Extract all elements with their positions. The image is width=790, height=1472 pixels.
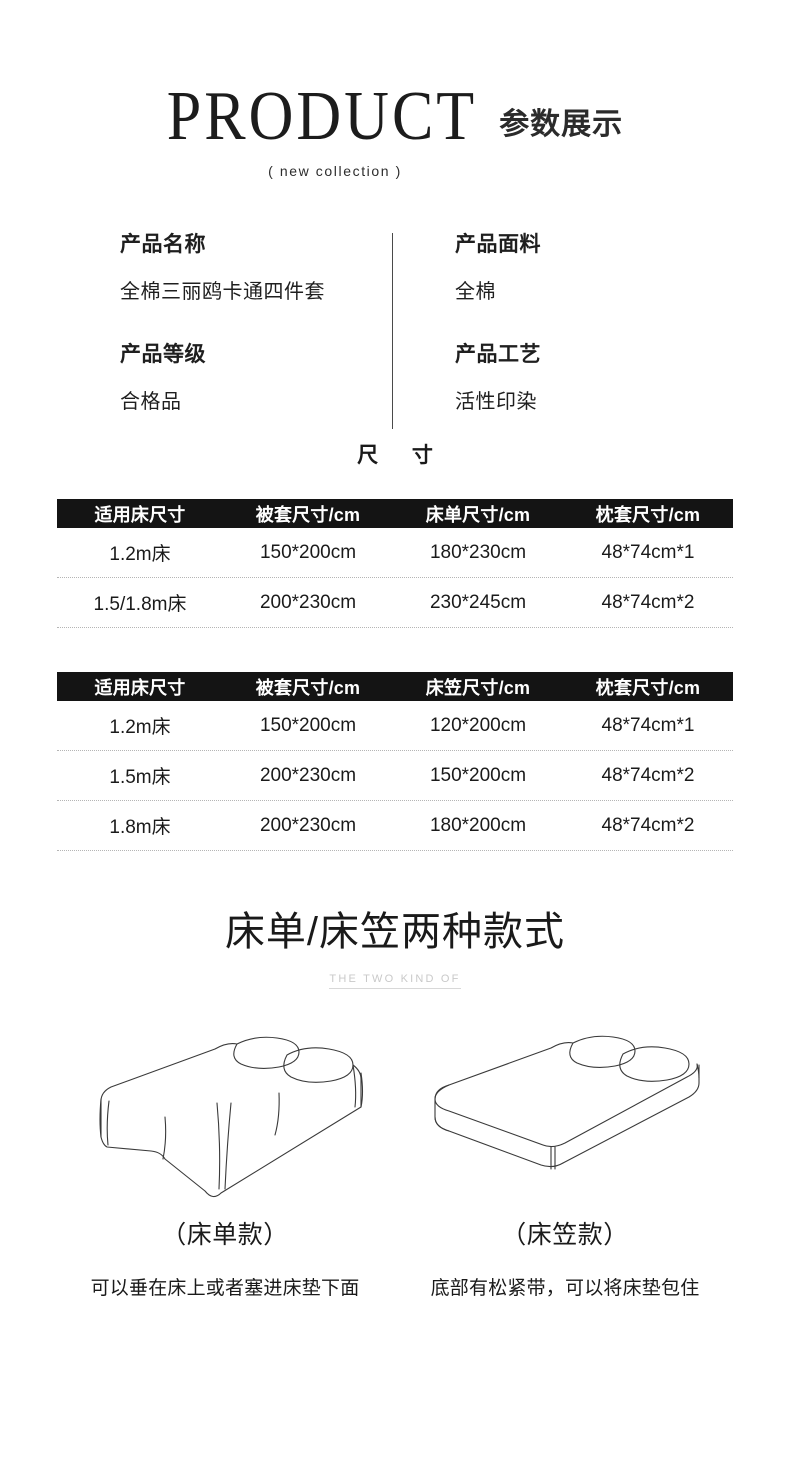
cell-bed-size: 1.8m床 bbox=[109, 817, 171, 838]
header-title-row: PRODUCT 参数展示 bbox=[0, 0, 790, 155]
table-row: 1.8m床 200*230cm 180*200cm 48*74cm*2 bbox=[57, 801, 733, 851]
spec-value: 合格品 bbox=[120, 391, 182, 413]
column-header-bed-size: 适用床尺寸 bbox=[94, 677, 186, 698]
cell-pillow-size: 48*74cm*1 bbox=[601, 714, 695, 736]
cell-pillow-size: 48*74cm*1 bbox=[601, 541, 695, 563]
cell-pillow-size: 48*74cm*2 bbox=[601, 591, 695, 613]
cell-sheet-size: 230*245cm bbox=[429, 591, 527, 613]
size-table-flat-sheet: 适用床尺寸 被套尺寸/cm 床单尺寸/cm 枕套尺寸/cm 1.2m床 150*… bbox=[57, 499, 733, 628]
spec-vertical-divider bbox=[392, 233, 393, 429]
size-section-heading: 尺 寸 bbox=[357, 444, 447, 467]
fitted-sheet-bed-illustration bbox=[434, 1035, 700, 1170]
styles-illustration-row: （床单款） 可以垂在床上或者塞进床垫下面 bbox=[0, 1019, 790, 1300]
column-header-bed-size: 适用床尺寸 bbox=[94, 504, 186, 525]
spec-label: 产品面料 bbox=[455, 233, 541, 256]
cell-duvet-size: 150*200cm bbox=[259, 541, 357, 563]
page-title-en: PRODUCT bbox=[166, 78, 478, 155]
size-table-fitted-sheet: 适用床尺寸 被套尺寸/cm 床笠尺寸/cm 枕套尺寸/cm 1.2m床 150*… bbox=[57, 672, 733, 851]
spec-item-product-name: 产品名称 全棉三丽鸥卡通四件套 bbox=[120, 228, 325, 304]
table-row: 1.5/1.8m床 200*230cm 230*245cm 48*74cm*2 bbox=[57, 578, 733, 628]
product-spec-block: 产品名称 全棉三丽鸥卡通四件套 产品等级 合格品 产品面料 全棉 产品工艺 活性… bbox=[0, 228, 790, 433]
style-caption-description: 底部有松紧带，可以将床垫包住 bbox=[430, 1278, 700, 1299]
spec-value: 活性印染 bbox=[455, 391, 537, 413]
column-header-fittedsheet-size: 床笠尺寸/cm bbox=[425, 677, 531, 698]
cell-bed-size: 1.5/1.8m床 bbox=[93, 594, 187, 615]
cell-duvet-size: 200*230cm bbox=[259, 814, 357, 836]
flat-sheet-bed-illustration bbox=[99, 1036, 364, 1198]
header-subtitle: ( new collection ) bbox=[268, 163, 402, 180]
column-header-sheet-size: 床单尺寸/cm bbox=[425, 504, 531, 525]
style-caption-title: （床单款） bbox=[161, 1221, 289, 1249]
spec-item-craft: 产品工艺 活性印染 bbox=[455, 338, 541, 414]
table-header-row: 适用床尺寸 被套尺寸/cm 床笠尺寸/cm 枕套尺寸/cm bbox=[57, 672, 733, 701]
styles-section-heading: 床单/床笠两种款式 bbox=[224, 910, 566, 954]
column-header-pillow-size: 枕套尺寸/cm bbox=[595, 677, 701, 698]
column-header-pillow-size: 枕套尺寸/cm bbox=[595, 504, 701, 525]
cell-pillow-size: 48*74cm*2 bbox=[601, 764, 695, 786]
table-row: 1.2m床 150*200cm 120*200cm 48*74cm*1 bbox=[57, 701, 733, 751]
cell-fittedsheet-size: 150*200cm bbox=[429, 764, 527, 786]
cell-pillow-size: 48*74cm*2 bbox=[601, 814, 695, 836]
cell-sheet-size: 180*230cm bbox=[429, 541, 527, 563]
cell-duvet-size: 200*230cm bbox=[259, 591, 357, 613]
cell-fittedsheet-size: 120*200cm bbox=[429, 714, 527, 736]
spec-label: 产品工艺 bbox=[455, 343, 541, 366]
page-header: PRODUCT 参数展示 ( new collection ) bbox=[0, 0, 790, 210]
style-caption-title: （床笠款） bbox=[501, 1221, 629, 1249]
page-title-cn: 参数展示 bbox=[499, 108, 624, 142]
column-header-duvet-size: 被套尺寸/cm bbox=[255, 677, 361, 698]
spec-item-product-grade: 产品等级 合格品 bbox=[120, 338, 325, 414]
cell-duvet-size: 150*200cm bbox=[259, 714, 357, 736]
style-caption-description: 可以垂在床上或者塞进床垫下面 bbox=[90, 1278, 360, 1299]
style-option-fitted-sheet: （床笠款） 底部有松紧带，可以将床垫包住 bbox=[395, 1019, 735, 1300]
spec-column-left: 产品名称 全棉三丽鸥卡通四件套 产品等级 合格品 bbox=[120, 228, 325, 414]
cell-duvet-size: 200*230cm bbox=[259, 764, 357, 786]
column-header-duvet-size: 被套尺寸/cm bbox=[255, 504, 361, 525]
table-header-row: 适用床尺寸 被套尺寸/cm 床单尺寸/cm 枕套尺寸/cm bbox=[57, 499, 733, 528]
cell-bed-size: 1.2m床 bbox=[109, 717, 171, 738]
spec-value: 全棉 bbox=[455, 281, 496, 303]
table-row: 1.2m床 150*200cm 180*230cm 48*74cm*1 bbox=[57, 528, 733, 578]
cell-fittedsheet-size: 180*200cm bbox=[429, 814, 527, 836]
styles-section-subtitle-wrap: THE TWO KIND OF bbox=[0, 969, 790, 989]
spec-label: 产品等级 bbox=[120, 343, 206, 366]
style-option-flat-sheet: （床单款） 可以垂在床上或者塞进床垫下面 bbox=[55, 1019, 395, 1300]
spec-value: 全棉三丽鸥卡通四件套 bbox=[120, 281, 325, 303]
cell-bed-size: 1.2m床 bbox=[109, 544, 171, 565]
spec-label: 产品名称 bbox=[120, 233, 206, 256]
spec-column-right: 产品面料 全棉 产品工艺 活性印染 bbox=[455, 228, 541, 414]
cell-bed-size: 1.5m床 bbox=[109, 767, 171, 788]
spec-item-fabric: 产品面料 全棉 bbox=[455, 228, 541, 304]
table-row: 1.5m床 200*230cm 150*200cm 48*74cm*2 bbox=[57, 751, 733, 801]
styles-section-subtitle: THE TWO KIND OF bbox=[329, 973, 461, 989]
